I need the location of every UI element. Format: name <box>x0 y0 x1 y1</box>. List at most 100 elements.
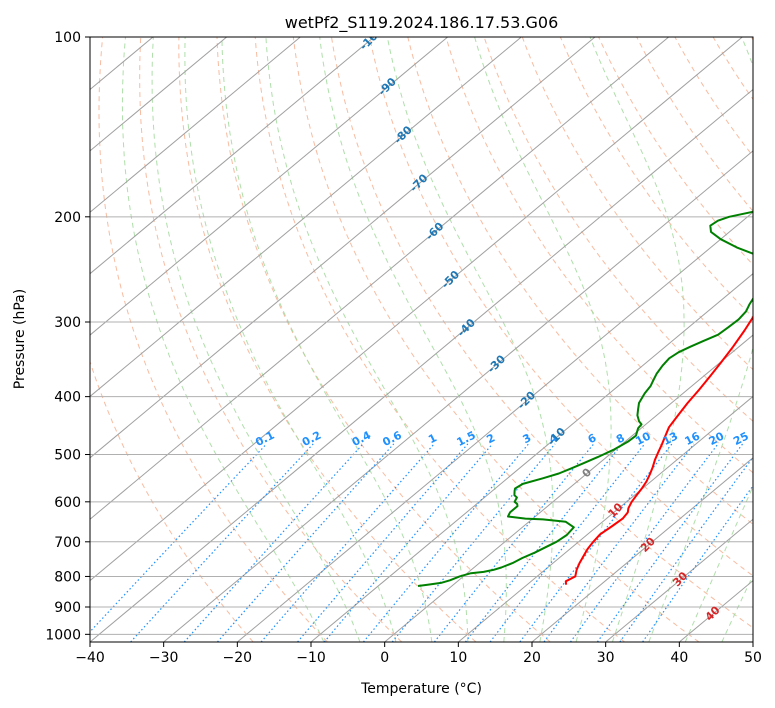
mixing-ratio-line <box>323 443 493 642</box>
mixing-ratio-label: 30 <box>752 429 772 448</box>
mixing-ratio-line <box>297 443 469 642</box>
moist-adiabat-line <box>721 574 753 642</box>
isotherm-label: -60 <box>423 220 446 243</box>
moist-adiabat-line <box>684 485 753 642</box>
isotherm-label: -10 <box>545 425 568 448</box>
isotherm-label: -70 <box>407 171 430 194</box>
temperature-trace <box>564 315 753 585</box>
moist-adiabat-line <box>221 37 433 642</box>
x-tick-label: 50 <box>744 650 762 666</box>
mixing-ratio-label: 16 <box>683 429 703 448</box>
dry-adiabat-line <box>445 37 753 474</box>
moist-adiabat-line <box>151 37 361 642</box>
y-tick-label: 800 <box>54 569 81 585</box>
y-tick-label: 500 <box>54 448 81 464</box>
mixing-ratio-label: 0.1 <box>253 429 276 449</box>
chart-title: wetPf2_S119.2024.186.17.53.G06 <box>285 13 559 33</box>
dewpoint-trace <box>417 210 753 587</box>
y-tick-label: 600 <box>54 495 81 511</box>
moist-adiabat-line <box>319 37 507 642</box>
isotherm-line <box>90 37 301 213</box>
y-tick-label: 900 <box>54 600 81 616</box>
x-tick-label: −40 <box>75 650 105 666</box>
mixing-ratio-line <box>596 443 744 642</box>
plot-frame <box>89 36 754 643</box>
x-tick-label: −30 <box>149 650 179 666</box>
dry-adiabat-line <box>254 37 625 642</box>
dry-adiabat-line <box>90 360 254 642</box>
isotherm-label: -40 <box>455 316 478 339</box>
sounding-traces <box>417 210 753 587</box>
y-tick-label: 300 <box>54 315 81 331</box>
mixing-ratio-line <box>433 443 595 642</box>
mixing-ratio-label: 13 <box>661 430 681 449</box>
isotherm-line <box>0 37 6 642</box>
mixing-ratio-label: 10 <box>633 429 653 448</box>
mixing-ratio-line <box>391 443 556 642</box>
mixing-ratio-line <box>260 443 435 642</box>
x-tick-label: 10 <box>449 650 467 666</box>
isotherm-line <box>605 518 753 642</box>
x-tick-label: 0 <box>380 650 389 666</box>
dry-adiabat-line <box>331 37 753 629</box>
dry-adiabat-line <box>216 37 551 642</box>
x-tick-label: 40 <box>670 650 688 666</box>
mixing-ratio-line <box>183 443 364 642</box>
mixing-ratio-line <box>216 443 395 642</box>
isotherm-line <box>163 150 753 642</box>
x-tick-label: 20 <box>523 650 541 666</box>
dry-adiabat-line <box>178 37 477 642</box>
mixing-ratio-label: 25 <box>731 430 751 449</box>
isotherm-line <box>90 37 522 398</box>
isotherm-line <box>90 88 753 642</box>
dry-adiabat-line <box>292 37 700 642</box>
dry-adiabat-line <box>712 37 753 101</box>
isotherm-line <box>90 37 448 336</box>
x-axis-ticks: −40 −30 −20 −10 0 10 20 30 40 50 <box>75 642 762 666</box>
y-axis-ticks: 100 200 300 400 500 600 700 800 900 1000 <box>45 30 90 643</box>
isotherm-line <box>384 334 753 642</box>
moist-adiabat-line <box>589 37 685 642</box>
y-tick-label: 400 <box>54 390 81 406</box>
isotherm-line <box>90 37 669 520</box>
mixing-ratio-label: 0.4 <box>350 428 374 449</box>
mixing-ratio-line <box>130 443 314 642</box>
x-tick-label: −20 <box>223 650 253 666</box>
moist-adiabat-line <box>121 37 325 642</box>
background-lines <box>0 37 753 642</box>
isotherm-line <box>310 273 753 642</box>
mixing-ratio-line <box>90 443 267 633</box>
moist-adiabat-line <box>184 37 397 642</box>
isotherm-label: -20 <box>515 389 538 412</box>
x-tick-label: 30 <box>597 650 615 666</box>
y-tick-label: 200 <box>54 210 81 226</box>
mixing-ratio-label: 1 <box>426 431 439 446</box>
dry-adiabat-line <box>407 37 753 525</box>
y-tick-label: 100 <box>54 30 81 46</box>
moist-adiabat-line <box>474 37 612 642</box>
moist-adiabat-line <box>386 37 554 642</box>
moist-adiabat-line <box>648 37 753 642</box>
isotherm-line <box>458 395 753 642</box>
dry-adiabat-line <box>98 37 328 642</box>
mixing-ratio-label: 3 <box>521 431 534 446</box>
y-axis-label: Pressure (hPa) <box>12 289 28 389</box>
isotherm-line <box>90 37 227 152</box>
mixing-ratio-label: 0.2 <box>300 429 323 449</box>
dry-adiabat-line <box>598 37 753 266</box>
isotherm-label: -30 <box>485 352 508 375</box>
dry-adiabat-line <box>559 37 753 319</box>
mixing-ratio-label: 2 <box>485 431 498 446</box>
isotherm-label: -50 <box>439 268 462 291</box>
isotherm-label: -80 <box>392 123 415 146</box>
dry-adiabat-line <box>750 37 753 41</box>
x-tick-label: −10 <box>296 650 326 666</box>
mixing-ratio-line <box>489 443 646 642</box>
isotherm-line <box>752 641 753 642</box>
dry-adiabat-line <box>139 37 403 642</box>
isotherm-line <box>237 211 753 642</box>
mixing-ratio-line <box>362 443 529 642</box>
x-axis-label: Temperature (°C) <box>360 681 482 697</box>
mixing-ratio-line <box>543 443 695 642</box>
